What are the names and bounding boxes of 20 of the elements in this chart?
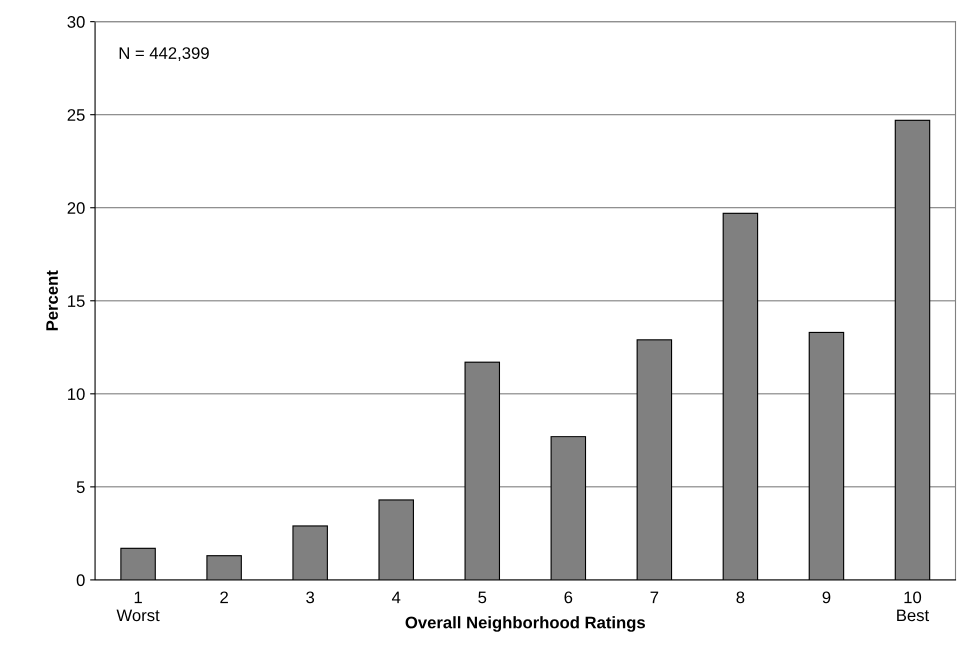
y-tick-label: 25 [68, 109, 85, 121]
x-tick-label: 10 Best [897, 591, 930, 622]
x-tick-label: 4 [392, 592, 400, 604]
y-tick-label: 15 [68, 295, 85, 307]
y-tick-label: 0 [76, 574, 85, 586]
y-tick-label: 10 [68, 388, 85, 400]
x-tick-label: 6 [564, 591, 572, 604]
y-tick-label: 20 [68, 202, 85, 214]
y-tick-label: 30 [67, 16, 85, 28]
x-tick-label: 5 [478, 592, 486, 604]
y-axis-title: Percent [46, 270, 58, 330]
x-tick-label: 7 [650, 592, 658, 604]
x-tick-label: 2 [220, 591, 228, 604]
annotation: N = 442,399 [120, 47, 209, 61]
y-tick-label: 5 [76, 481, 85, 494]
x-tick-label: 8 [736, 591, 744, 604]
x-tick-label: 3 [306, 591, 314, 604]
x-axis-title: Overall Neighborhood Ratings [406, 616, 645, 632]
x-tick-label: 9 [822, 591, 830, 604]
x-tick-label: 1 Worst [116, 592, 160, 622]
